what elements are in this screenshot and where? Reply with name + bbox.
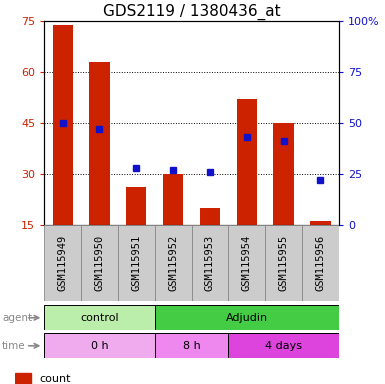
Bar — [200, 208, 220, 225]
Bar — [192, 225, 228, 301]
Title: GDS2119 / 1380436_at: GDS2119 / 1380436_at — [103, 3, 280, 20]
Text: agent: agent — [2, 313, 32, 323]
Text: Adjudin: Adjudin — [226, 313, 268, 323]
Bar — [89, 62, 110, 225]
Bar — [53, 25, 73, 225]
Bar — [118, 225, 155, 301]
Text: GSM115951: GSM115951 — [131, 235, 141, 291]
Bar — [163, 174, 183, 225]
Bar — [237, 99, 257, 225]
Text: time: time — [2, 341, 25, 351]
Text: GSM115953: GSM115953 — [205, 235, 215, 291]
Bar — [228, 333, 339, 358]
Bar — [15, 373, 31, 384]
Text: GSM115955: GSM115955 — [279, 235, 289, 291]
Bar — [228, 225, 265, 301]
Bar — [155, 333, 228, 358]
Text: GSM115954: GSM115954 — [242, 235, 252, 291]
Text: count: count — [40, 374, 71, 384]
Text: 8 h: 8 h — [182, 341, 201, 351]
Bar — [44, 333, 155, 358]
Bar — [81, 225, 118, 301]
Bar — [155, 305, 339, 330]
Text: control: control — [80, 313, 119, 323]
Bar — [155, 225, 192, 301]
Bar — [310, 221, 330, 225]
Text: 4 days: 4 days — [265, 341, 302, 351]
Text: GSM115952: GSM115952 — [168, 235, 178, 291]
Bar — [126, 187, 146, 225]
Text: 0 h: 0 h — [91, 341, 108, 351]
Text: GSM115956: GSM115956 — [315, 235, 325, 291]
Text: GSM115949: GSM115949 — [58, 235, 68, 291]
Text: GSM115950: GSM115950 — [94, 235, 104, 291]
Bar — [44, 225, 81, 301]
Bar — [302, 225, 339, 301]
Bar — [265, 225, 302, 301]
Bar — [273, 123, 294, 225]
Bar — [44, 305, 155, 330]
